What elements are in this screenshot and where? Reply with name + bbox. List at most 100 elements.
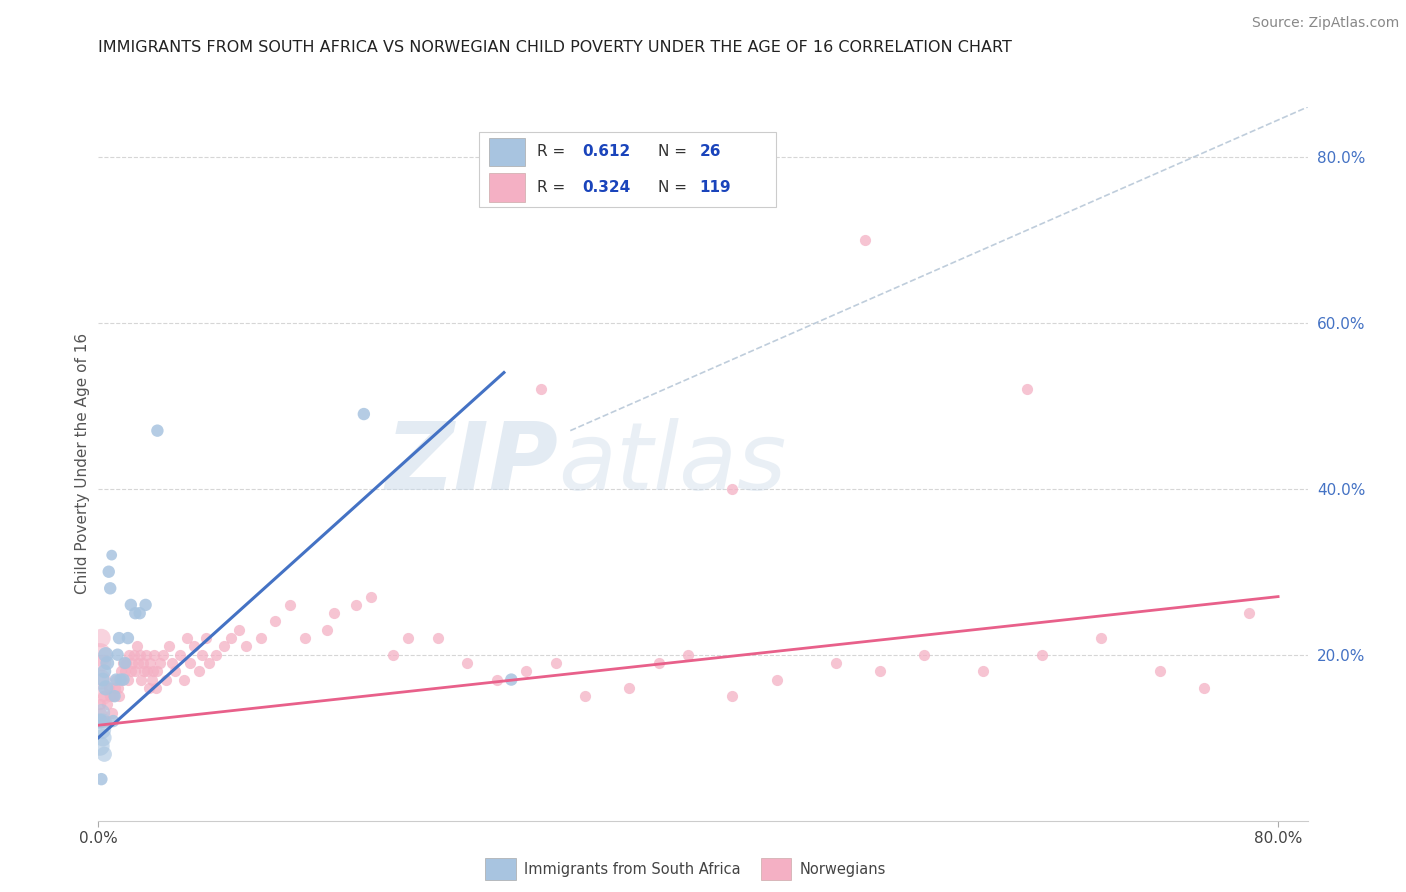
Point — [1017, 382, 1039, 396]
Point — [544, 656, 567, 670]
Point — [145, 681, 167, 695]
Point — [721, 482, 744, 496]
Point — [90, 772, 112, 786]
Point — [323, 606, 346, 620]
Point — [91, 656, 114, 670]
Text: N =: N = — [658, 145, 692, 160]
Point — [138, 681, 160, 695]
Point — [146, 665, 169, 679]
Point — [124, 665, 146, 679]
Point — [127, 656, 149, 670]
Point — [1194, 681, 1216, 695]
Point — [648, 656, 671, 670]
Point — [515, 665, 537, 679]
Point — [111, 673, 134, 687]
Point — [104, 689, 127, 703]
Point — [91, 731, 114, 745]
Bar — [489, 173, 526, 202]
Point — [205, 648, 228, 662]
Point — [101, 689, 124, 703]
Point — [869, 665, 891, 679]
Point — [219, 631, 242, 645]
Point — [104, 681, 127, 695]
Y-axis label: Child Poverty Under the Age of 16: Child Poverty Under the Age of 16 — [75, 334, 90, 594]
Point — [94, 648, 117, 662]
Point — [136, 665, 159, 679]
Point — [115, 656, 138, 670]
Point — [90, 706, 112, 720]
Point — [91, 673, 114, 687]
Point — [108, 631, 131, 645]
Point — [121, 656, 143, 670]
Bar — [761, 858, 792, 880]
Point — [1237, 606, 1260, 620]
Point — [360, 590, 382, 604]
Point — [91, 714, 114, 728]
Text: Immigrants from South Africa: Immigrants from South Africa — [524, 862, 741, 877]
Point — [125, 640, 148, 654]
Point — [176, 631, 198, 645]
Point — [149, 656, 172, 670]
Point — [382, 648, 405, 662]
Point — [96, 656, 118, 670]
Point — [129, 673, 152, 687]
Point — [294, 631, 316, 645]
Point — [972, 665, 994, 679]
Point — [316, 623, 339, 637]
Point — [143, 648, 166, 662]
Point — [353, 407, 375, 421]
Point — [212, 640, 235, 654]
Point — [139, 656, 162, 670]
Point — [426, 631, 449, 645]
Point — [93, 714, 115, 728]
Point — [912, 648, 935, 662]
Point — [110, 673, 132, 687]
Point — [122, 648, 145, 662]
Point — [179, 656, 201, 670]
Point — [90, 631, 112, 645]
Point — [678, 648, 700, 662]
Point — [264, 615, 287, 629]
Point — [1031, 648, 1053, 662]
Point — [574, 689, 596, 703]
Point — [118, 648, 141, 662]
Text: 0.324: 0.324 — [582, 180, 630, 195]
Point — [89, 698, 111, 712]
Text: R =: R = — [537, 145, 571, 160]
Point — [107, 681, 129, 695]
Text: atlas: atlas — [558, 418, 786, 509]
Point — [105, 673, 128, 687]
Point — [94, 714, 117, 728]
Text: R =: R = — [537, 180, 571, 195]
Point — [114, 656, 136, 670]
Text: 0.612: 0.612 — [582, 145, 630, 160]
Point — [1090, 631, 1112, 645]
Point — [90, 706, 112, 720]
Point — [721, 689, 744, 703]
Text: 119: 119 — [699, 180, 731, 195]
Point — [456, 656, 478, 670]
Point — [112, 673, 135, 687]
Text: ZIP: ZIP — [385, 417, 558, 510]
Point — [619, 681, 641, 695]
Point — [93, 747, 115, 762]
FancyBboxPatch shape — [479, 132, 776, 207]
Point — [94, 681, 117, 695]
Point — [135, 648, 157, 662]
Point — [173, 673, 195, 687]
Point — [131, 656, 153, 670]
Point — [89, 714, 111, 728]
Point — [124, 606, 146, 620]
Point — [157, 640, 180, 654]
Bar — [485, 858, 516, 880]
Point — [346, 598, 368, 612]
Point — [107, 648, 129, 662]
Point — [100, 706, 122, 720]
Text: Source: ZipAtlas.com: Source: ZipAtlas.com — [1251, 16, 1399, 30]
Point — [108, 689, 131, 703]
Point — [141, 673, 163, 687]
Point — [190, 648, 212, 662]
Point — [198, 656, 221, 670]
Point — [146, 424, 169, 438]
Point — [228, 623, 250, 637]
